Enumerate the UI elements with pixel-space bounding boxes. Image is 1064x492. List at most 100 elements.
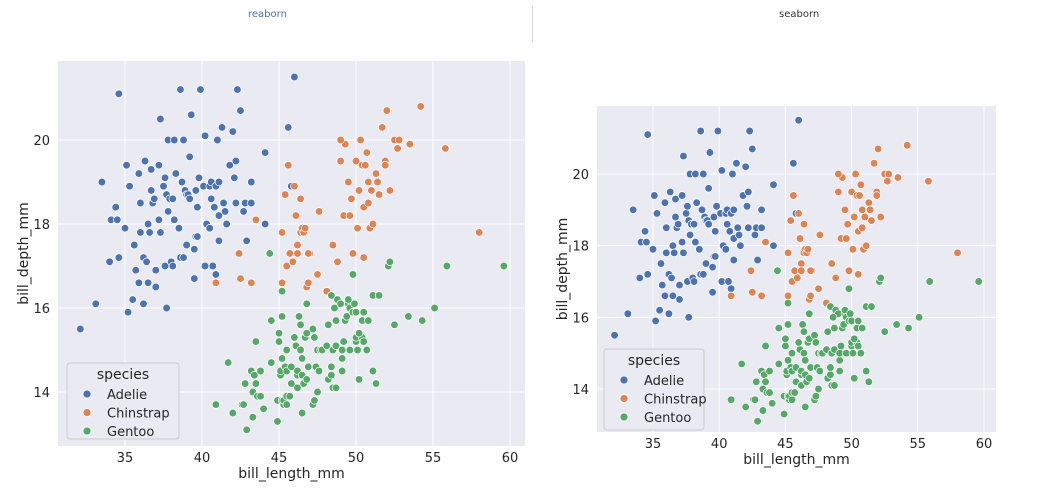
data-point <box>113 215 122 224</box>
data-point <box>168 261 177 271</box>
data-point <box>805 374 814 383</box>
data-point <box>757 291 766 300</box>
data-point <box>643 270 652 279</box>
tab-seaborn[interactable]: seaborn <box>779 9 820 20</box>
data-point <box>671 212 680 222</box>
data-point <box>733 223 742 232</box>
data-point <box>368 219 378 229</box>
data-point <box>840 205 850 214</box>
data-point <box>256 366 265 376</box>
x-axis-label: bill_length_mm <box>238 466 344 482</box>
data-point <box>277 287 287 296</box>
data-point <box>185 194 194 203</box>
data-point <box>862 241 871 250</box>
data-point <box>684 313 693 322</box>
data-point <box>354 375 364 384</box>
data-point <box>658 280 667 290</box>
data-point <box>713 126 723 136</box>
data-point <box>287 362 296 371</box>
data-point <box>220 207 230 216</box>
data-point <box>156 114 165 124</box>
data-point <box>779 409 789 419</box>
data-point <box>846 309 855 318</box>
data-point <box>284 123 293 132</box>
data-point <box>159 182 168 191</box>
data-point <box>385 257 395 266</box>
data-point <box>336 135 345 145</box>
y-tick-label: 16 <box>572 311 589 326</box>
data-point <box>750 395 760 404</box>
data-point <box>640 227 650 236</box>
data-point <box>416 102 425 111</box>
data-point <box>814 384 823 394</box>
data-point <box>726 395 736 404</box>
data-point <box>667 273 676 283</box>
data-point <box>296 320 305 329</box>
data-point <box>97 177 107 187</box>
data-point <box>904 323 913 333</box>
data-point <box>856 349 866 358</box>
data-point <box>793 273 802 283</box>
data-point <box>773 266 782 275</box>
data-point <box>834 169 843 179</box>
data-point <box>330 303 339 313</box>
data-point <box>168 194 177 203</box>
data-point <box>867 302 876 311</box>
data-point <box>748 144 757 154</box>
data-point <box>781 341 790 351</box>
data-point <box>185 152 194 161</box>
data-point <box>196 85 205 94</box>
data-point <box>304 249 313 258</box>
data-point <box>685 230 695 240</box>
y-tick-label: 20 <box>33 134 50 149</box>
data-point <box>705 148 715 157</box>
data-point <box>744 223 753 232</box>
legend-marker <box>619 394 629 403</box>
data-point <box>884 169 893 179</box>
data-point <box>836 341 846 351</box>
data-point <box>746 266 756 275</box>
data-point <box>628 205 638 214</box>
data-point <box>689 220 699 229</box>
data-point <box>120 224 130 233</box>
data-point <box>143 278 153 287</box>
data-point <box>761 341 770 351</box>
data-point <box>737 359 746 369</box>
data-point <box>815 230 824 240</box>
data-point <box>285 249 294 258</box>
data-point <box>337 345 347 355</box>
data-point <box>296 194 305 203</box>
data-point <box>251 337 261 346</box>
data-point <box>327 291 336 300</box>
data-point <box>211 278 221 287</box>
data-point <box>179 135 188 145</box>
data-point <box>826 370 835 379</box>
data-point <box>721 245 730 254</box>
data-point <box>290 72 299 82</box>
data-point <box>789 191 798 200</box>
data-point <box>313 270 322 279</box>
data-point <box>726 284 736 293</box>
data-point <box>827 259 836 268</box>
data-point <box>105 257 114 266</box>
data-point <box>925 277 934 286</box>
x-tick-label: 60 <box>976 437 993 452</box>
legend-box <box>603 348 705 431</box>
data-point <box>656 259 666 268</box>
data-point <box>652 209 662 218</box>
data-point <box>677 237 687 247</box>
data-point <box>806 291 815 300</box>
data-point <box>799 327 809 336</box>
data-point <box>122 161 131 170</box>
data-point <box>783 320 793 329</box>
x-tick-label: 35 <box>645 437 662 452</box>
data-point <box>348 270 358 279</box>
data-point <box>475 228 484 237</box>
tab-reaborn[interactable]: reaborn <box>248 9 287 20</box>
data-point <box>854 270 863 279</box>
data-point <box>810 331 819 340</box>
data-point <box>724 277 733 286</box>
data-point <box>726 291 736 300</box>
data-point <box>130 240 139 250</box>
series-gentoo <box>726 266 983 426</box>
